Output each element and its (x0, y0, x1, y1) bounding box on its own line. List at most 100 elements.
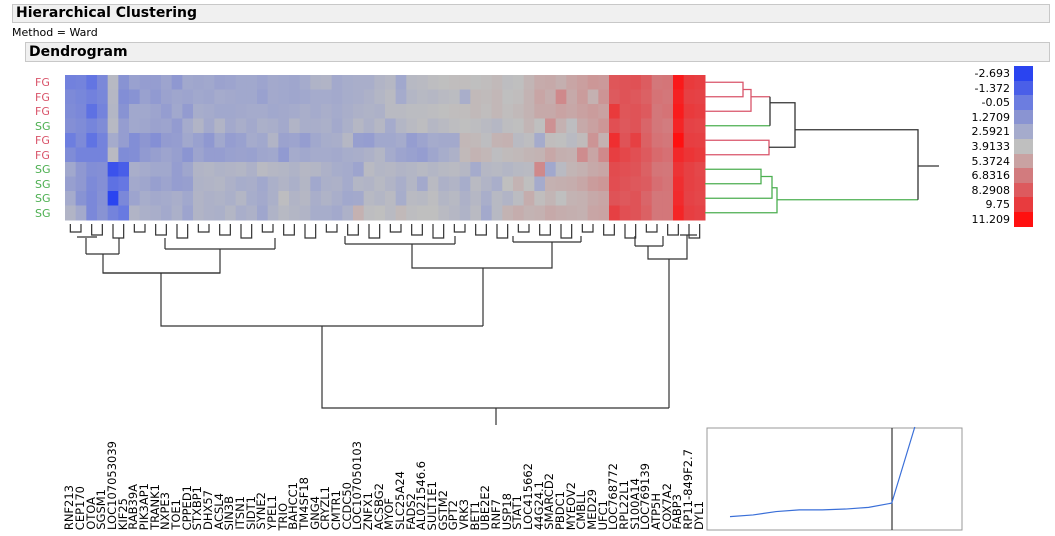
heatmap-cell (139, 176, 151, 192)
heatmap-cell (694, 118, 706, 134)
heatmap-cell (449, 176, 461, 192)
heatmap-cell (363, 75, 375, 90)
heatmap-cell (235, 104, 247, 119)
heatmap-cell (566, 147, 578, 163)
heatmap-cell (182, 133, 194, 148)
heatmap-cell (139, 118, 151, 134)
heatmap-cell (86, 147, 98, 163)
heatmap-cell (662, 75, 674, 90)
heatmap-cell (491, 104, 503, 119)
heatmap-cell (406, 118, 418, 134)
heatmap-cell (246, 176, 258, 192)
heatmap-cell (257, 118, 269, 134)
heatmap-cell (342, 191, 354, 206)
heatmap-cell (289, 147, 301, 163)
heatmap-cell (374, 133, 386, 148)
heatmap-cell (86, 133, 98, 148)
heatmap-cell (502, 191, 514, 206)
heatmap-cell (310, 89, 322, 105)
heatmap-cell (438, 104, 450, 119)
heatmap-cell (470, 75, 482, 90)
heatmap-cell (321, 118, 333, 134)
heatmap-cell (555, 162, 567, 177)
heatmap-cell (470, 147, 482, 163)
heatmap-cell (395, 89, 407, 105)
heatmap-cell (694, 191, 706, 206)
heatmap-cell (65, 205, 77, 221)
heatmap-cell (331, 162, 343, 177)
heatmap-cell (75, 205, 87, 221)
heatmap-cell (225, 147, 237, 163)
heatmap-cell (470, 89, 482, 105)
heatmap-cell (257, 191, 269, 206)
heatmap-cell (235, 147, 247, 163)
heatmap-cell (97, 104, 109, 119)
heatmap-cell (342, 176, 354, 192)
heatmap-cell (491, 89, 503, 105)
heatmap-cell (267, 162, 279, 177)
heatmap-cell (609, 104, 621, 119)
heatmap-cell (545, 191, 557, 206)
heatmap-cell (246, 191, 258, 206)
heatmap-cell (107, 147, 119, 163)
heatmap-cell (513, 176, 525, 192)
row-label: SG (35, 177, 51, 191)
row-label: FG (35, 76, 50, 89)
column-dendrogram-branch (91, 224, 103, 236)
heatmap-cell (161, 104, 173, 119)
heatmap-cell (310, 147, 322, 163)
heatmap-cell (150, 176, 162, 192)
heatmap-cell (545, 104, 557, 119)
heatmap-cell (97, 133, 109, 148)
heatmap-cell (651, 133, 663, 148)
heatmap-cell (523, 191, 535, 206)
heatmap-cell (609, 118, 621, 134)
heatmap-cell (86, 162, 98, 177)
heatmap-cell (353, 205, 365, 221)
heatmap-cell (97, 118, 109, 134)
heatmap-cell (662, 147, 674, 163)
legend-label: -1.372 (974, 81, 1010, 95)
heatmap-cell (513, 133, 525, 148)
heatmap-cell (406, 205, 418, 221)
column-dendrogram-branch (560, 224, 573, 239)
heatmap-cell (267, 133, 279, 148)
heatmap-cell (609, 176, 621, 192)
heatmap-cell (225, 75, 237, 90)
legend-swatch (1014, 197, 1033, 213)
heatmap-cell (502, 89, 514, 105)
heatmap-cell (427, 176, 439, 192)
heatmap-cell (481, 205, 493, 221)
heatmap-cell (673, 75, 685, 90)
heatmap-cell (225, 176, 237, 192)
heatmap-cell (491, 162, 503, 177)
dendrogram-header[interactable]: Dendrogram (25, 42, 1050, 62)
legend-swatch (1014, 109, 1033, 125)
heatmap-cell (342, 75, 354, 90)
heatmap-cell (331, 191, 343, 206)
heatmap-cell (161, 147, 173, 163)
heatmap-cell (353, 191, 365, 206)
heatmap-cell (65, 191, 77, 206)
heatmap-cell (555, 133, 567, 148)
heatmap-cell (353, 89, 365, 105)
heatmap-cell (278, 147, 290, 163)
heatmap-cell (257, 75, 269, 90)
heatmap-cell (673, 162, 685, 177)
heatmap-cell (683, 147, 695, 163)
heatmap-cell (619, 118, 631, 134)
heatmap-cell (299, 89, 311, 105)
heatmap-cell (619, 205, 631, 221)
heatmap-cell (97, 176, 109, 192)
hierarchical-clustering-header[interactable]: Hierarchical Clustering (12, 4, 1050, 23)
heatmap-cell (342, 118, 354, 134)
heatmap-cell (619, 75, 631, 90)
heatmap-cell (481, 104, 493, 119)
heatmap-cell (534, 104, 546, 119)
heatmap-cell (65, 133, 77, 148)
heatmap-cell (630, 75, 642, 90)
heatmap-cell (630, 104, 642, 119)
heatmap-cell (630, 118, 642, 134)
heatmap-cell (513, 118, 525, 134)
heatmap-cell (150, 118, 162, 134)
